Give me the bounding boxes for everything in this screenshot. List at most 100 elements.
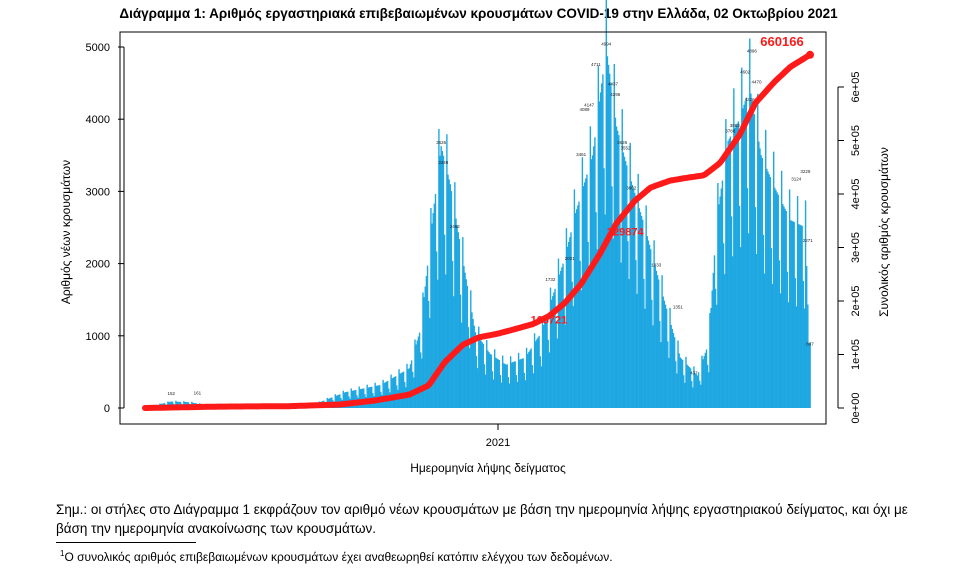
daily-cases-bar: [774, 187, 776, 408]
daily-cases-bar: [631, 185, 634, 408]
bar-value-label: 4437: [608, 82, 619, 87]
daily-cases-bar: [624, 161, 627, 408]
daily-cases-bar: [521, 358, 523, 408]
daily-cases-bar: [650, 249, 652, 408]
y2-tick-label: 2e+05: [850, 286, 862, 317]
daily-cases-bar: [717, 182, 719, 408]
daily-cases-bar: [673, 337, 676, 408]
daily-cases-bar: [775, 190, 777, 408]
daily-cases-bar: [778, 260, 781, 408]
daily-cases-bar: [776, 192, 778, 408]
daily-cases-bar: [514, 361, 516, 408]
daily-cases-bar: [455, 218, 457, 408]
daily-cases-bar: [591, 155, 594, 408]
daily-cases-bar: [369, 386, 372, 408]
bar-value-label: 3626: [617, 140, 628, 145]
daily-cases-bar: [696, 375, 699, 408]
daily-cases-bar: [652, 325, 654, 408]
daily-cases-bar: [777, 194, 779, 408]
daily-cases-bar: [705, 349, 708, 408]
daily-cases-bar: [679, 357, 682, 408]
daily-cases-bar: [615, 126, 618, 409]
daily-cases-bar: [511, 362, 513, 408]
daily-cases-bar: [763, 273, 766, 408]
daily-cases-bar: [654, 266, 656, 408]
daily-cases-bar: [417, 336, 420, 408]
daily-cases-bar: [435, 251, 438, 408]
daily-cases-bar: [726, 148, 728, 409]
y2-tick-label: 1e+05: [850, 339, 862, 370]
bar-value-label: 3863: [730, 123, 741, 128]
daily-cases-bar: [651, 299, 653, 408]
daily-cases-bar: [670, 324, 672, 408]
daily-cases-bar: [421, 358, 423, 408]
daily-cases-bar: [554, 288, 556, 408]
daily-cases-bar: [622, 152, 625, 408]
bar-value-label: 4226: [745, 97, 756, 102]
daily-cases-bar: [768, 174, 770, 408]
daily-cases-bar: [390, 374, 392, 408]
daily-cases-bar: [585, 178, 587, 408]
daily-cases-bar: [398, 369, 400, 408]
y-tick-label: 5000: [86, 42, 110, 54]
daily-cases-bar: [359, 389, 362, 408]
daily-cases-bar: [634, 192, 636, 408]
plot-frame: [119, 31, 827, 425]
daily-cases-bar: [360, 388, 363, 408]
daily-cases-bar: [632, 188, 635, 408]
daily-cases-bar: [374, 382, 376, 408]
daily-cases-bar: [358, 386, 360, 408]
daily-cases-bar: [706, 364, 709, 408]
y2-tick-label: 4e+05: [850, 179, 862, 210]
bar-value-label: 837: [806, 342, 814, 347]
daily-cases-bar: [466, 285, 469, 408]
daily-cases-bar: [755, 253, 758, 408]
daily-cases-bar: [512, 362, 514, 408]
daily-cases-bar: [402, 371, 405, 408]
daily-cases-bar: [702, 359, 704, 408]
daily-cases-bar: [573, 189, 576, 408]
daily-cases-bar: [549, 287, 552, 408]
daily-cases-bar: [732, 256, 734, 408]
daily-cases-bar: [582, 186, 585, 408]
daily-cases-bar: [616, 130, 619, 408]
daily-cases-bar: [496, 358, 498, 408]
daily-cases-bar: [663, 300, 666, 408]
daily-cases-bar: [645, 205, 647, 408]
daily-cases-bar: [762, 234, 765, 408]
daily-cases-bar: [499, 374, 502, 408]
daily-cases-bar: [517, 352, 520, 408]
daily-cases-bar: [442, 155, 445, 408]
daily-cases-bar: [752, 107, 754, 408]
daily-cases-bar: [561, 267, 563, 408]
daily-cases-bar: [475, 356, 478, 408]
daily-cases-bar: [792, 221, 794, 408]
footnote-divider: [56, 542, 196, 543]
daily-cases-bar: [688, 367, 691, 408]
daily-cases-bar: [509, 356, 512, 408]
daily-cases-bar: [563, 304, 565, 408]
daily-cases-bar: [552, 296, 554, 408]
daily-cases-bar: [523, 372, 526, 408]
daily-cases-bar: [530, 348, 532, 408]
daily-cases-bar: [480, 340, 482, 408]
daily-cases-bar: [547, 339, 549, 408]
daily-cases-bar: [796, 195, 799, 408]
daily-cases-bar: [583, 182, 586, 408]
daily-cases-bar: [626, 165, 628, 408]
daily-cases-bar: [371, 386, 373, 408]
daily-cases-bar: [367, 387, 370, 408]
daily-cases-bar: [446, 134, 448, 409]
daily-cases-bar: [724, 274, 726, 408]
daily-cases-bar: [410, 360, 413, 408]
daily-cases-bar: [462, 237, 464, 408]
daily-cases-bar: [759, 148, 761, 408]
daily-cases-bar: [644, 308, 646, 408]
daily-cases-bar: [536, 339, 538, 408]
daily-cases-bar: [610, 82, 612, 408]
daily-cases-bar: [623, 156, 626, 408]
daily-cases-bar: [684, 382, 686, 408]
x-axis-title: Ημερομηνία λήψης δείγματος: [410, 461, 566, 475]
daily-cases-bar: [473, 325, 475, 408]
daily-cases-bar: [432, 213, 434, 408]
